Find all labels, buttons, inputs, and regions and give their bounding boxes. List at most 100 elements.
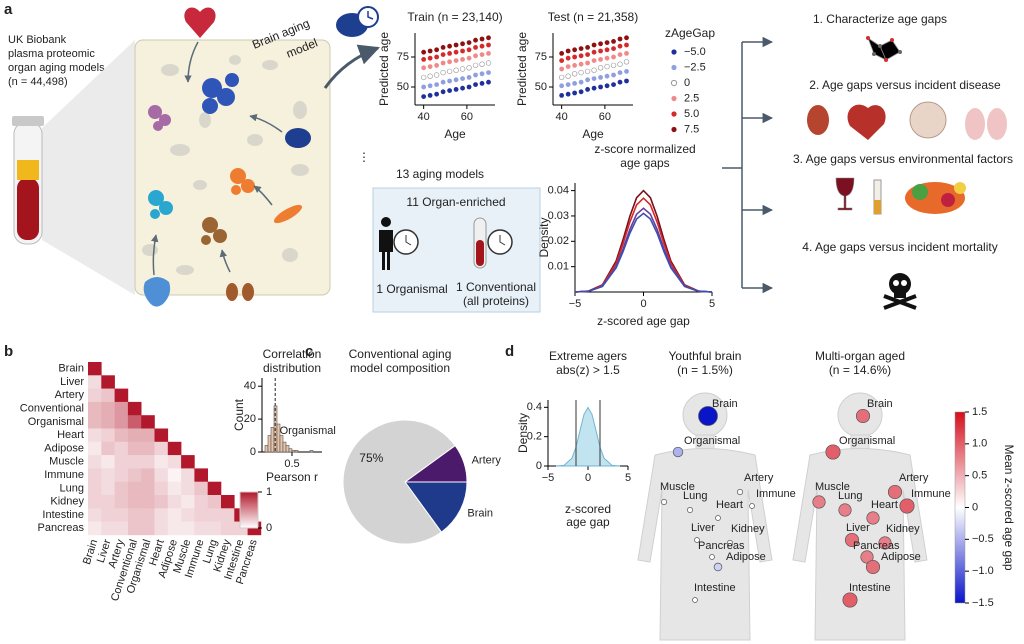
heatmap-cell [207,495,222,509]
point [617,36,623,42]
legend-label: −5.0 [684,46,706,58]
organ-label: Pancreas [698,540,745,552]
heatmap-cell [127,455,142,469]
heatmap-cell [154,428,169,443]
heatmap-cell [141,521,155,536]
heatmap-cell [167,521,182,536]
cohort-text: (n = 44,498) [8,76,68,88]
point [623,59,630,65]
organ-label: Artery [744,472,774,484]
organ-label: Intestine [694,582,736,594]
point [473,45,478,50]
point [565,82,571,87]
point [585,87,590,92]
row-label: Lung [60,482,84,494]
slice-value-label: 75% [359,451,383,465]
point [598,84,603,90]
heatmap-cell [88,441,102,456]
y-tick-label: 20 [244,413,256,425]
x-tick-label: 40 [556,111,568,123]
row-label: Conventional [20,402,84,414]
organ-bubble [715,515,721,521]
point [453,77,459,83]
point [624,78,629,84]
legend-marker [670,79,678,87]
organ-bubble [855,408,871,424]
point [611,46,616,51]
outcome-icons [807,36,1007,310]
point [624,51,629,56]
point [460,57,465,62]
organ-bubble [660,498,668,506]
row-label: Liver [60,376,84,388]
heatmap-cell [114,468,129,482]
heatmap-cell [141,415,155,429]
heatmap-cell [141,495,155,509]
point [453,87,459,92]
organ-bubble [878,536,892,550]
heatmap-cell [114,428,129,443]
x-tick-label: 40 [418,111,430,123]
chart-title: (n = 14.6%) [829,363,891,377]
heatmap-cell [127,521,142,536]
heatmap-cell [181,495,195,509]
point [460,85,465,91]
organ-bubble [887,484,903,500]
y-tick-label: 50 [535,81,547,93]
point [578,69,584,76]
heatmap-cell [114,401,129,416]
heatmap-cell [141,508,155,522]
point [565,55,571,61]
heatmap-cell [127,441,142,456]
point [440,89,446,95]
x-tick-label: −5 [542,472,555,484]
heatmap-cell [194,508,208,522]
point [585,45,590,50]
organ-bubble [825,444,841,460]
heatmap-cell [154,468,169,482]
organ-bubble [687,507,693,513]
legend-marker [671,95,677,102]
point [559,58,565,63]
panel-label: c [305,343,313,360]
heatmap-cell [141,428,155,443]
legend-marker [671,126,677,133]
x-tick-label: 0.5 [284,458,299,470]
row-label: Brain [58,363,84,375]
point [585,52,590,57]
point [427,48,433,54]
organ-bubble [694,537,700,543]
point [578,53,584,59]
point [617,79,623,85]
histogram-bar [285,445,290,453]
heatmap-cell [114,508,129,522]
point [427,93,433,98]
cohort-text: organ aging models [8,62,105,74]
organ-bubble [692,597,698,603]
organ-bubble [713,562,723,572]
organ-label: Brain [867,398,893,410]
organ-bubble [672,446,684,458]
chart-title: Extreme agers [549,349,627,363]
x-tick-label: 5 [709,298,715,310]
histogram-bar [270,427,275,453]
colorbar-tick-label: −1.5 [972,597,994,609]
point [591,49,597,55]
y-tick-label: 0 [250,446,256,458]
y-tick-label: 40 [244,380,256,392]
slice-label: Organismal [280,425,336,437]
point [624,35,629,41]
heatmap-cell [181,481,195,496]
heatmap-cell [154,508,169,522]
heatmap-cell [88,401,102,416]
y-tick-label: 0.2 [527,431,542,443]
colorbar-tick-label: 1.5 [972,406,987,418]
y-tick-label: 0.01 [548,261,569,273]
organ-label: Organismal [839,435,895,447]
row-label: Artery [55,389,85,401]
heatmap-cell [194,468,208,482]
point [466,65,472,71]
organ-label: Lung [838,490,862,502]
point [427,83,433,89]
